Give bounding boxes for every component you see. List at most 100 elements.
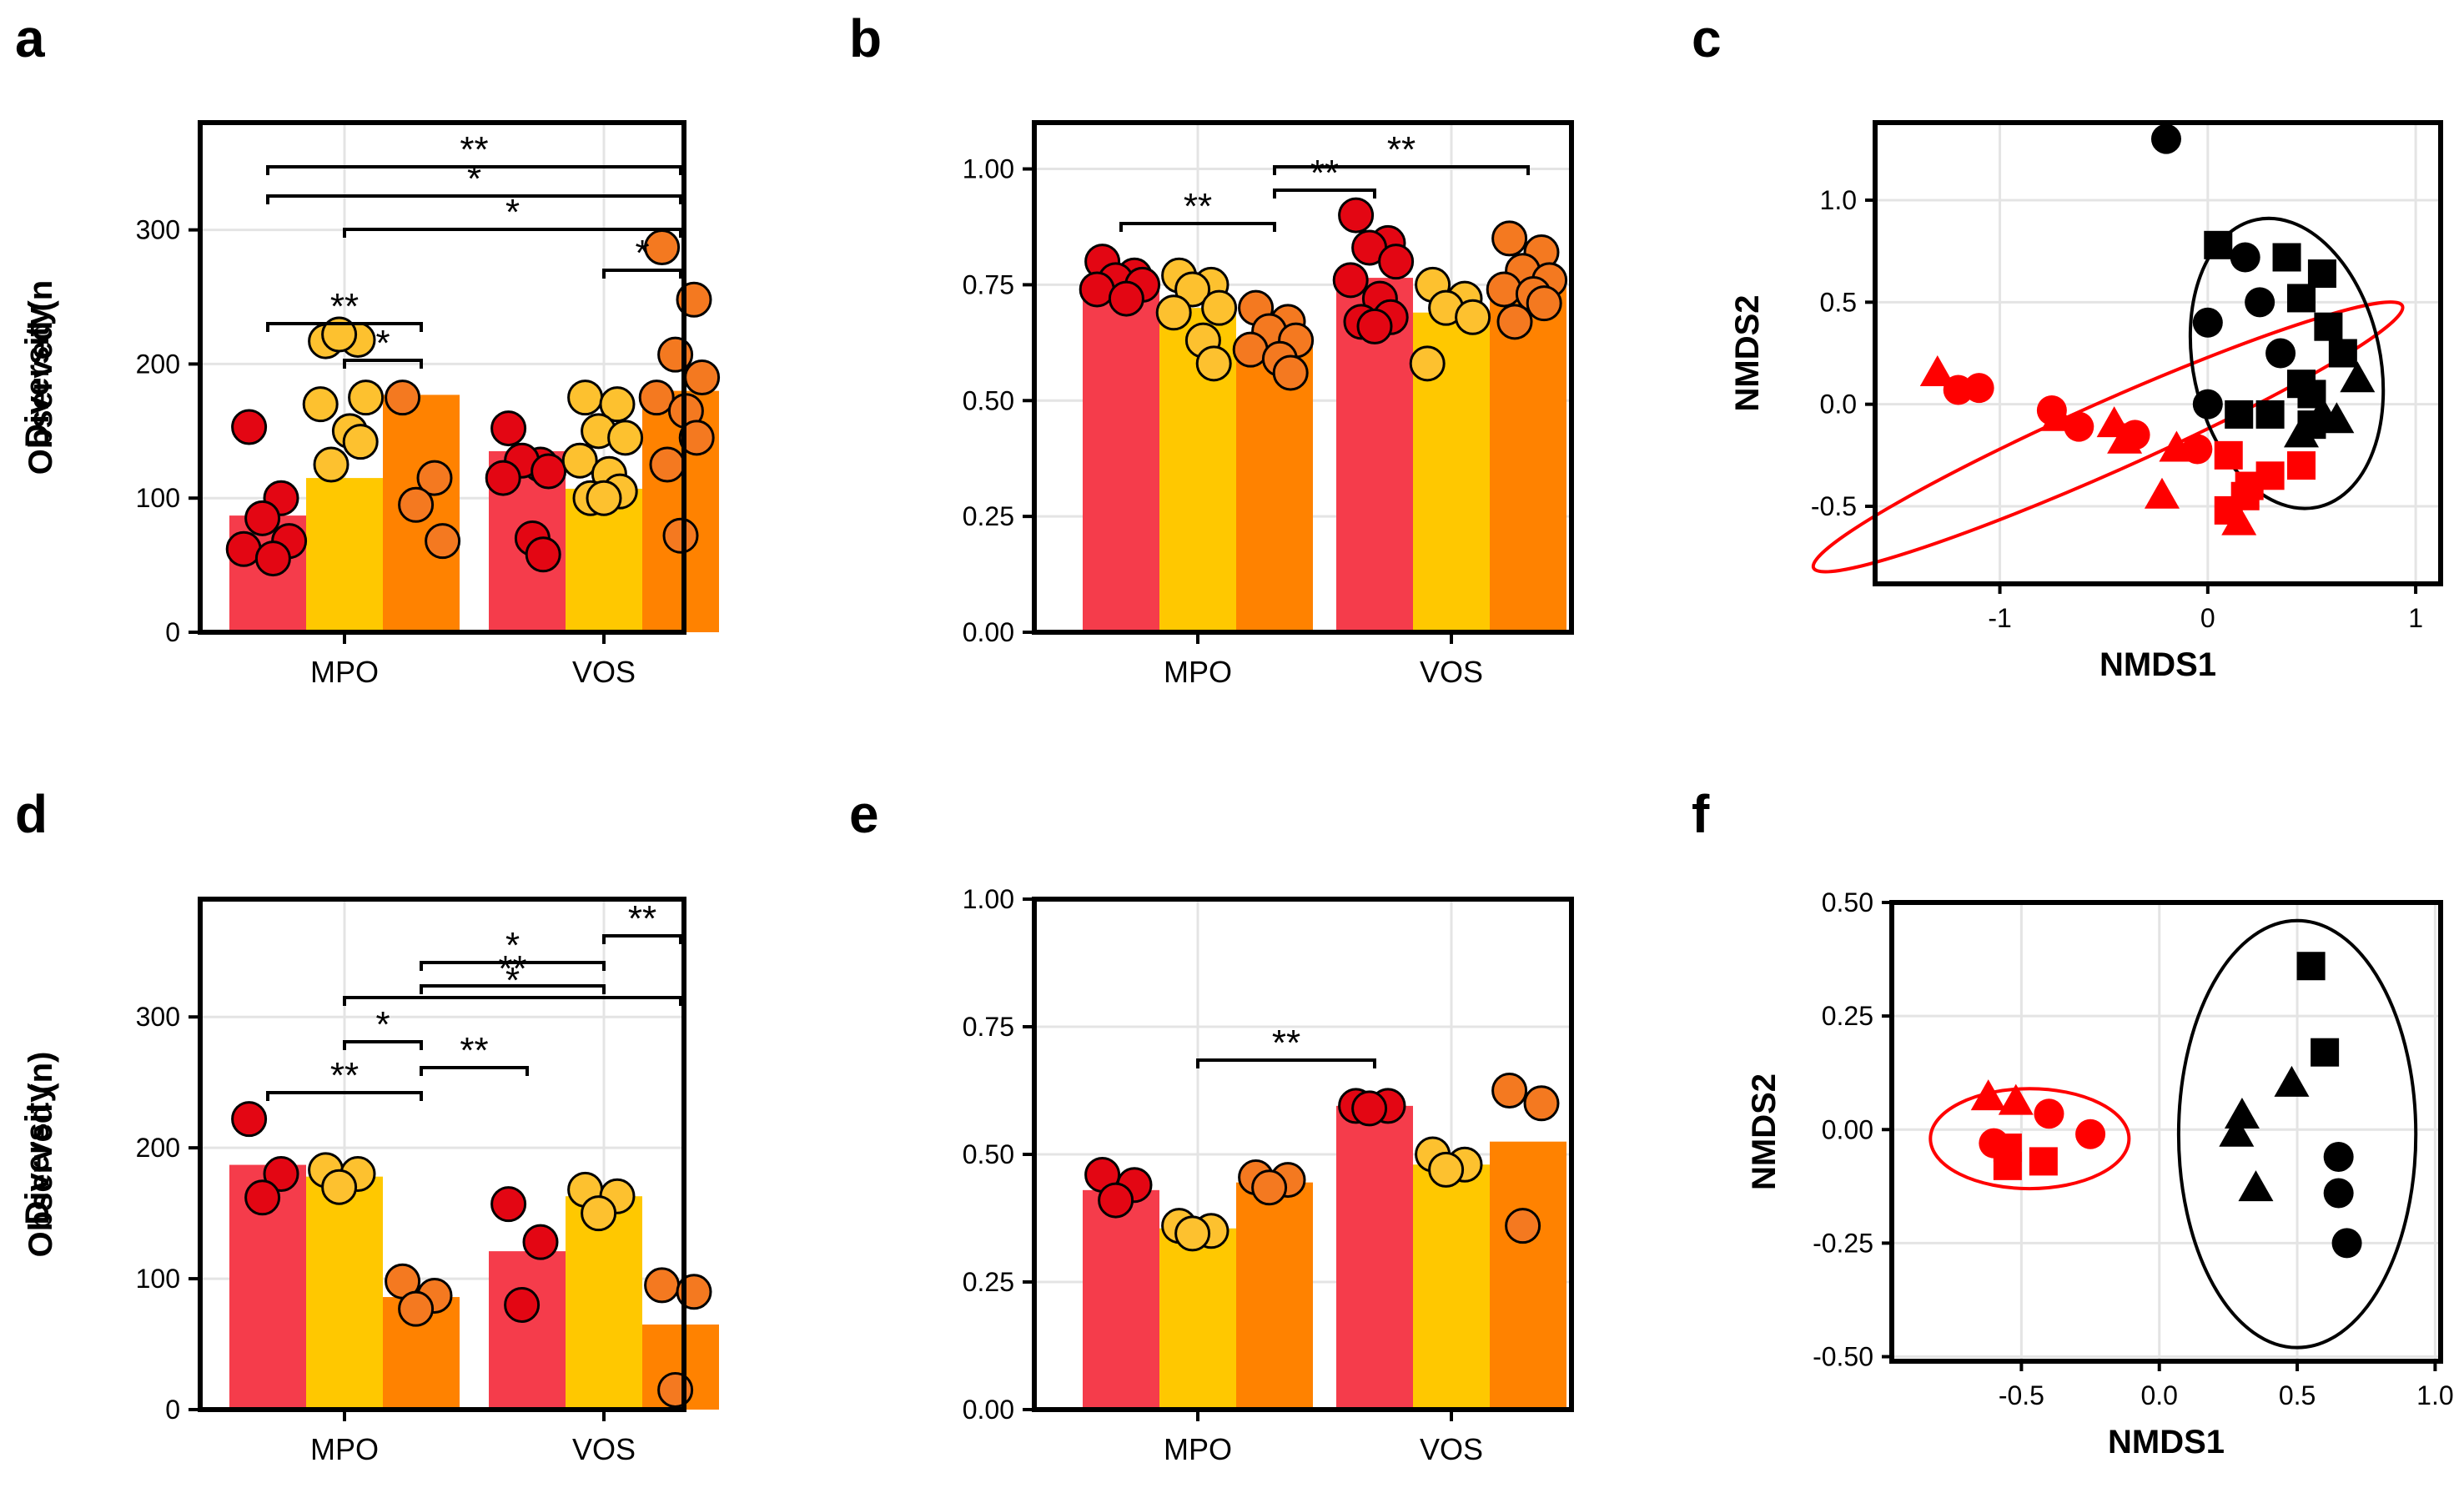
significance-bracket: * (343, 192, 682, 238)
significance-label: ** (1184, 186, 1212, 227)
y-tick-label: 1.00 (963, 884, 1014, 914)
significance-bracket: * (343, 323, 423, 369)
y-tick-label: 0.75 (963, 269, 1014, 299)
data-point-triangle (2219, 1115, 2255, 1147)
significance-label: * (505, 925, 520, 966)
bracket-line (1273, 165, 1530, 175)
data-point-square (2272, 243, 2301, 272)
data-point (638, 380, 675, 416)
x-tick-label: VOS (1420, 1432, 1483, 1466)
plot-frame (1889, 900, 2443, 1364)
significance-label: * (505, 192, 520, 233)
data-point (561, 442, 598, 479)
data-point (657, 1371, 694, 1408)
data-point-triangle (1970, 1079, 2006, 1111)
data-point (1491, 1073, 1528, 1108)
data-point (416, 460, 453, 496)
data-point (1526, 285, 1562, 322)
data-point (254, 540, 291, 577)
y-tick-label: 200 (136, 1133, 180, 1163)
x-tick-label: -1 (1988, 603, 2011, 633)
data-point-square (2214, 440, 2243, 470)
data-point-square (2225, 400, 2254, 429)
bracket-line (343, 996, 682, 1006)
data-point-circle (2120, 420, 2150, 450)
data-point-triangle (1998, 1083, 2034, 1115)
confidence-ellipse (1811, 300, 2405, 574)
bar-VOS-group3 (1490, 1141, 1566, 1410)
bar-VOS-group1 (1336, 1105, 1413, 1410)
data-point (485, 460, 521, 496)
data-point (1351, 1090, 1388, 1127)
y-tick-label: -0.5 (1811, 491, 1857, 521)
data-point-triangle (2224, 1097, 2260, 1129)
x-tick-label: VOS (572, 1432, 636, 1466)
y-tick-label: 0.25 (963, 501, 1014, 531)
data-point (525, 536, 561, 573)
significance-bracket: ** (602, 898, 682, 944)
data-point (1455, 299, 1491, 335)
data-point-square (2296, 952, 2326, 981)
data-point (1174, 1215, 1211, 1252)
data-point (398, 1290, 435, 1327)
bar-MPO-group2 (1159, 1228, 1236, 1410)
data-point (567, 380, 604, 416)
significance-label: * (505, 960, 520, 1001)
data-point (1174, 271, 1211, 308)
x-tick-label: VOS (572, 655, 636, 689)
significance-bracket: ** (1273, 129, 1530, 175)
y-tick-label: 1.00 (963, 154, 1014, 184)
data-point (244, 1179, 281, 1216)
data-point (1098, 1182, 1134, 1219)
y-tick-label: 0 (165, 1395, 180, 1425)
data-point (1486, 271, 1522, 308)
y-tick-label: 100 (136, 483, 180, 513)
data-point (522, 1224, 559, 1260)
confidence-ellipse (2188, 216, 2386, 510)
data-point (1108, 280, 1144, 317)
bracket-line (1273, 189, 1376, 199)
plot-frame (1873, 120, 2443, 586)
bar-VOS-group3 (1490, 284, 1566, 632)
significance-label: ** (1310, 153, 1339, 194)
data-point-square (2314, 312, 2343, 341)
x-tick-label: 1.0 (2416, 1380, 2453, 1410)
x-tick-label: 0 (2200, 603, 2215, 633)
data-point (1251, 1169, 1288, 1206)
plot-frame (198, 897, 686, 1412)
data-point (607, 420, 644, 456)
bracket-line (602, 934, 682, 944)
data-point-circle (2192, 389, 2223, 420)
significance-label: * (375, 1004, 390, 1045)
significance-label: * (467, 158, 481, 199)
data-point (1409, 345, 1446, 382)
data-point (313, 446, 349, 483)
bar-MPO-group3 (1236, 340, 1313, 632)
x-tick-label: MPO (1164, 655, 1232, 689)
y-tick-label: -0.25 (1813, 1228, 1873, 1258)
bar-MPO-group2 (306, 478, 383, 632)
data-point (644, 1267, 681, 1304)
significance-bracket: ** (1119, 186, 1276, 232)
x-tick-label: 0.0 (2140, 1380, 2177, 1410)
x-tick-label: VOS (1420, 655, 1483, 689)
data-point-square (1993, 1151, 2022, 1180)
panel-label: b (849, 8, 882, 68)
y-tick-label: 0.00 (963, 617, 1014, 647)
bracket-line (266, 194, 682, 204)
data-point (1332, 262, 1369, 299)
data-point (644, 229, 681, 266)
data-point-circle (2323, 1141, 2354, 1172)
y-tick-label: 200 (136, 349, 180, 379)
x-tick-label: 0.5 (2279, 1380, 2316, 1410)
data-point (263, 1156, 299, 1193)
bar-VOS-group2 (566, 1196, 642, 1410)
significance-bracket: ** (420, 948, 606, 994)
x-axis-title: NMDS1 (2108, 1424, 2225, 1460)
data-point-circle (2230, 242, 2260, 273)
significance-bracket: ** (266, 129, 682, 175)
panel-c: c -1 0 1 -0.5 0.0 0.5 1.0 NMDS1 NMDS2 (1692, 8, 2443, 683)
